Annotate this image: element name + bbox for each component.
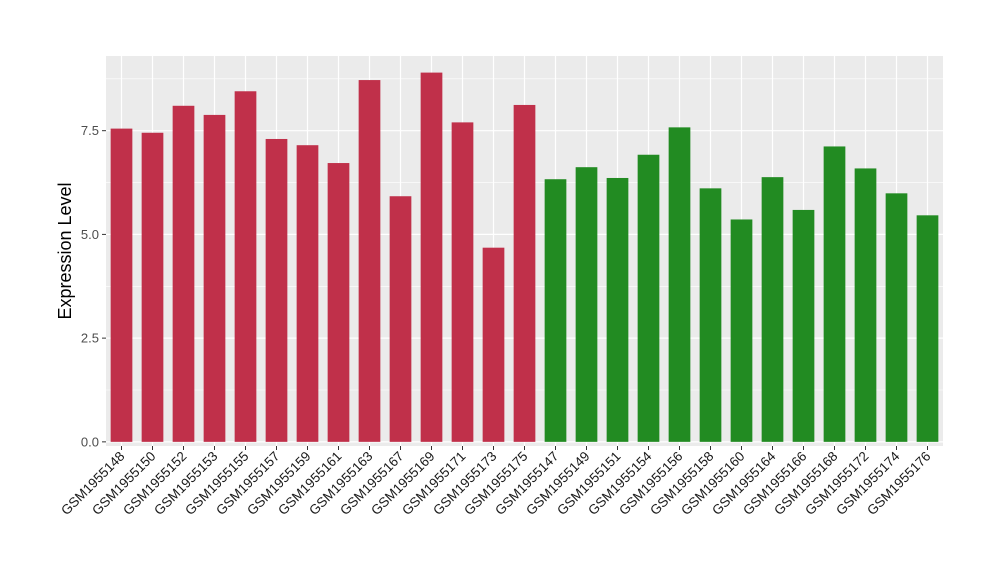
bar-GSM1955157	[265, 138, 288, 442]
bar-GSM1955160	[730, 219, 753, 442]
bar-GSM1955176	[916, 215, 939, 442]
bar-GSM1955156	[668, 127, 691, 442]
bar-GSM1955154	[637, 154, 660, 442]
bar-GSM1955158	[699, 188, 722, 442]
bar-GSM1955166	[792, 209, 815, 442]
y-axis: 0.0 2.5 5.0 7.5	[81, 123, 106, 449]
bar-GSM1955175	[513, 104, 536, 442]
y-tick-label: 0.0	[81, 434, 99, 449]
bar-GSM1955153	[203, 114, 226, 442]
y-tick-label: 2.5	[81, 331, 99, 346]
bar-GSM1955164	[761, 177, 784, 442]
bar-GSM1955147	[544, 179, 567, 442]
bar-GSM1955152	[172, 105, 195, 442]
bar-GSM1955159	[296, 145, 319, 442]
bar-GSM1955150	[141, 132, 164, 442]
bar-GSM1955171	[451, 122, 474, 442]
x-axis: GSM1955148GSM1955150GSM1955152GSM1955153…	[58, 446, 934, 518]
y-tick-label: 7.5	[81, 123, 99, 138]
bar-GSM1955155	[234, 91, 257, 442]
y-tick-label: 5.0	[81, 227, 99, 242]
bar-GSM1955148	[110, 128, 133, 442]
bar-GSM1955169	[420, 72, 443, 442]
bar-GSM1955168	[823, 146, 846, 442]
bar-GSM1955172	[854, 168, 877, 442]
bar-GSM1955149	[575, 167, 598, 442]
bars	[110, 72, 939, 442]
y-axis-title: Expression Level	[55, 182, 75, 319]
bar-GSM1955174	[885, 193, 908, 442]
bar-GSM1955167	[389, 196, 412, 442]
bar-GSM1955151	[606, 177, 629, 442]
bar-GSM1955163	[358, 80, 381, 442]
bar-GSM1955161	[327, 163, 350, 442]
bar-GSM1955173	[482, 247, 505, 442]
